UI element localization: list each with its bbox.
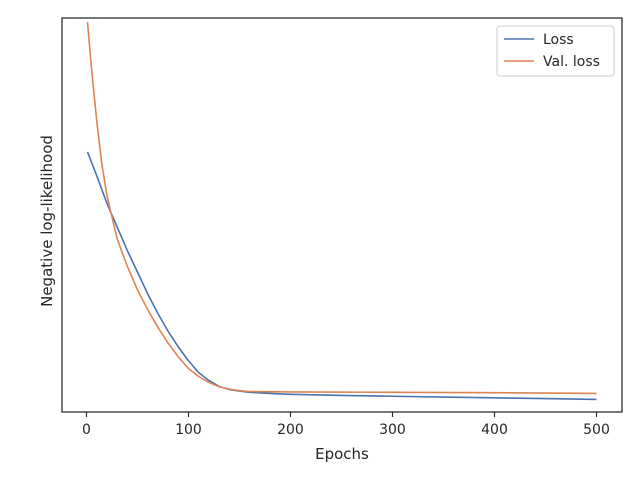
legend-entry-label: Loss [543, 32, 574, 48]
x-tick-label: 500 [583, 422, 610, 438]
legend-entry-label: Val. loss [543, 54, 600, 70]
x-tick-label: 400 [481, 422, 508, 438]
y-axis-label: Negative log-likelihood [38, 135, 56, 307]
plot-frame [61, 17, 623, 413]
x-tick-label: 300 [379, 422, 406, 438]
x-tick-label: 0 [82, 422, 91, 438]
x-axis: 0 100 200 300 400 500 [82, 412, 610, 438]
series-line-1 [86, 151, 597, 401]
x-tick-label: 100 [175, 422, 202, 438]
x-tick-label: 200 [277, 422, 304, 438]
legend: Loss Val. loss [496, 25, 615, 77]
series-line-2 [86, 21, 597, 395]
plot-area [86, 21, 597, 401]
x-axis-label: Epochs [315, 445, 369, 463]
